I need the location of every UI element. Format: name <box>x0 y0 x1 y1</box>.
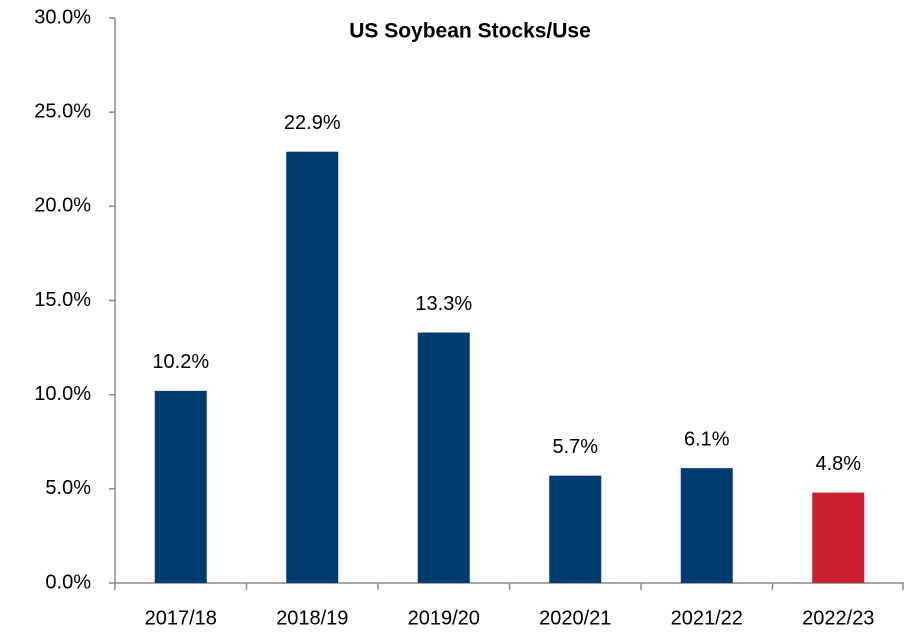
bar <box>286 151 339 583</box>
data-label: 10.2% <box>152 351 209 373</box>
x-tick-label: 2017/18 <box>145 607 217 629</box>
chart-title: US Soybean Stocks/Use <box>349 20 591 43</box>
bar <box>680 468 733 583</box>
bar <box>549 475 602 583</box>
x-tick-label: 2018/19 <box>276 607 348 629</box>
data-label: 22.9% <box>284 112 341 134</box>
y-tick-label: 5.0% <box>45 477 91 499</box>
x-tick-label: 2019/20 <box>408 607 480 629</box>
bar <box>154 390 207 583</box>
y-tick-label: 10.0% <box>34 383 91 405</box>
y-tick-label: 30.0% <box>34 6 91 28</box>
x-tick-label: 2021/22 <box>671 607 743 629</box>
y-tick-label: 20.0% <box>34 195 91 217</box>
data-label: 4.8% <box>815 453 861 475</box>
x-tick-label: 2020/21 <box>539 607 611 629</box>
data-label: 6.1% <box>684 428 730 450</box>
x-tick-label: 2022/23 <box>802 607 874 629</box>
data-label: 5.7% <box>552 436 598 458</box>
y-tick-label: 15.0% <box>34 289 91 311</box>
y-tick-label: 25.0% <box>34 100 91 122</box>
bar <box>812 492 865 583</box>
data-label: 13.3% <box>415 293 472 315</box>
y-tick-label: 0.0% <box>45 571 91 593</box>
bar <box>417 332 470 583</box>
